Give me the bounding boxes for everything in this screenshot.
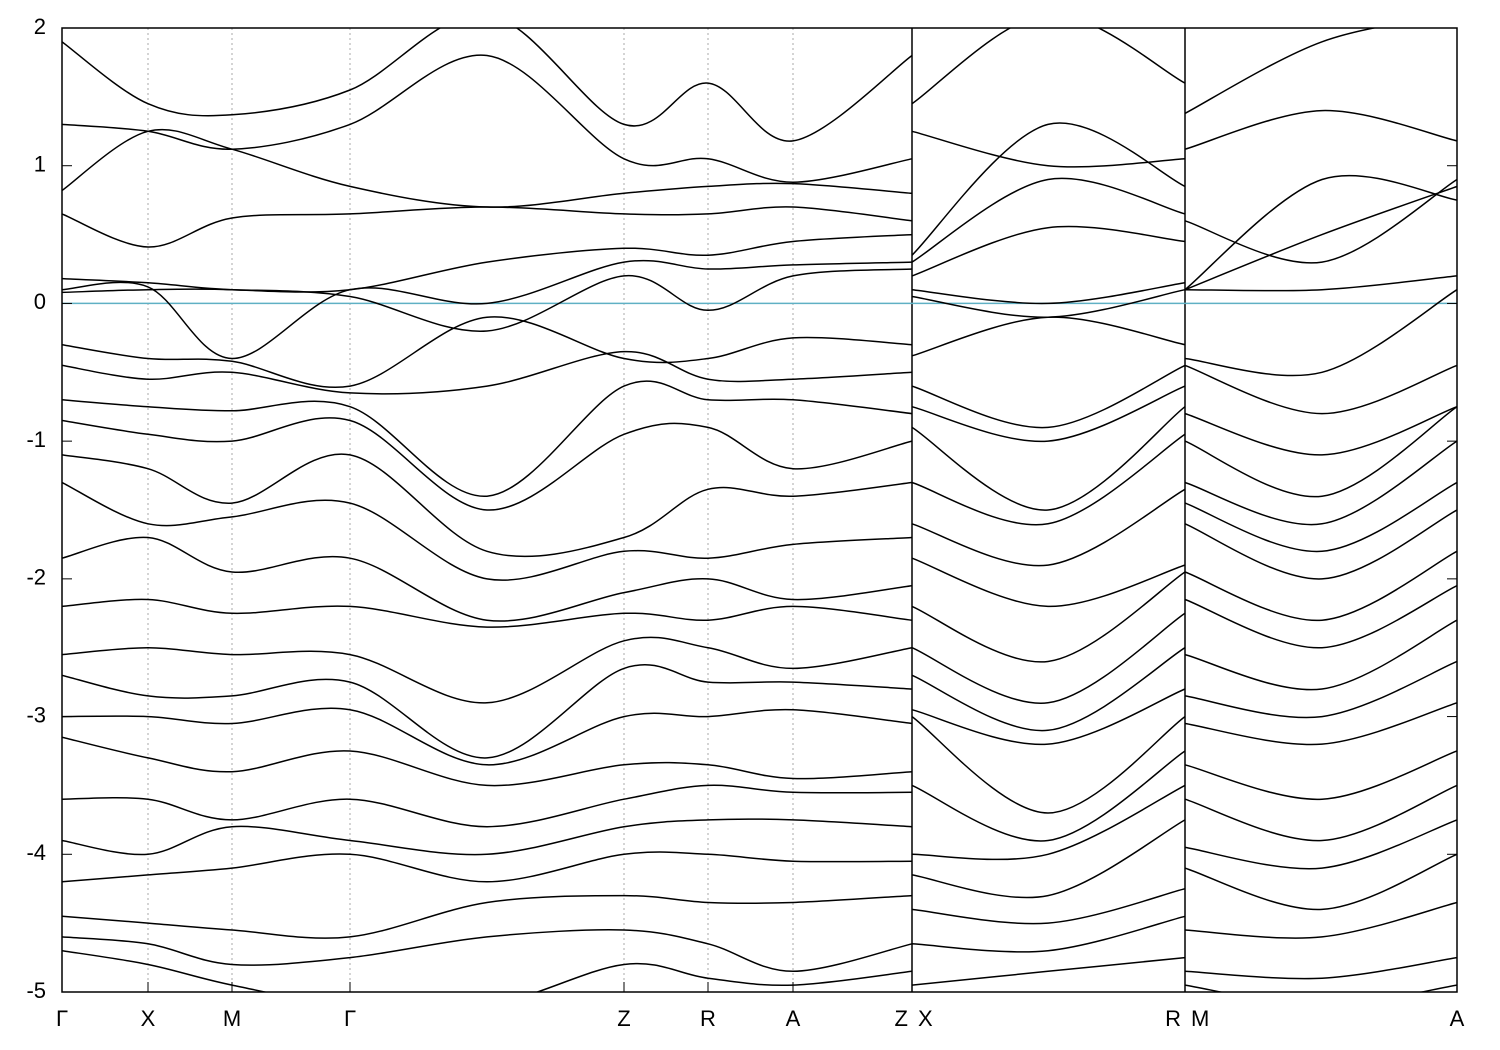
band-line <box>62 647 1457 759</box>
x-tick-label: X <box>918 1006 933 1031</box>
band-line <box>62 536 1457 622</box>
band-line <box>62 949 1457 992</box>
x-tick-label: R <box>1165 1006 1181 1031</box>
band-line <box>62 887 1457 939</box>
band-line <box>62 380 1457 498</box>
band-line <box>62 174 1457 291</box>
plot-frame <box>61 27 1458 993</box>
y-tick-label: 2 <box>34 14 46 39</box>
y-tick-label: -2 <box>26 565 46 590</box>
band-line <box>62 688 1457 766</box>
x-tick-label: Γ <box>56 1006 68 1031</box>
x-tick-label: M <box>1191 1006 1209 1031</box>
band-line <box>62 268 1457 377</box>
y-tick-label: 0 <box>34 289 46 314</box>
band-line <box>62 259 1457 360</box>
band-line <box>62 28 1378 142</box>
band-line <box>62 915 1457 980</box>
y-tick-label: -3 <box>26 702 46 727</box>
band-line <box>62 819 1457 911</box>
band-line <box>62 715 1457 814</box>
band-line <box>62 433 1457 558</box>
y-tick-label: -5 <box>26 978 46 1003</box>
x-tick-label: A <box>1450 1006 1465 1031</box>
x-tick-label: Z <box>895 1006 908 1031</box>
x-tick-label: X <box>141 1006 156 1031</box>
y-tick-label: -4 <box>26 840 46 865</box>
band-line <box>62 122 1457 264</box>
x-tick-label: A <box>786 1006 801 1031</box>
band-line <box>62 784 1457 870</box>
band-line <box>62 185 1457 293</box>
x-tick-label: Γ <box>344 1006 356 1031</box>
bands <box>62 28 1457 992</box>
x-tick-label: R <box>700 1006 716 1031</box>
band-line <box>62 406 1457 526</box>
x-tick-label: Z <box>617 1006 630 1031</box>
band-line <box>62 750 1457 842</box>
band-line <box>62 571 1457 663</box>
x-tick-label: M <box>223 1006 241 1031</box>
y-tick-label: 1 <box>34 152 46 177</box>
y-tick-label: -1 <box>26 427 46 452</box>
grid <box>147 28 1186 992</box>
band-line <box>62 316 1457 415</box>
band-line <box>62 350 1457 456</box>
band-line <box>62 481 1457 581</box>
band-line <box>62 54 1457 183</box>
band-line <box>62 612 1457 704</box>
